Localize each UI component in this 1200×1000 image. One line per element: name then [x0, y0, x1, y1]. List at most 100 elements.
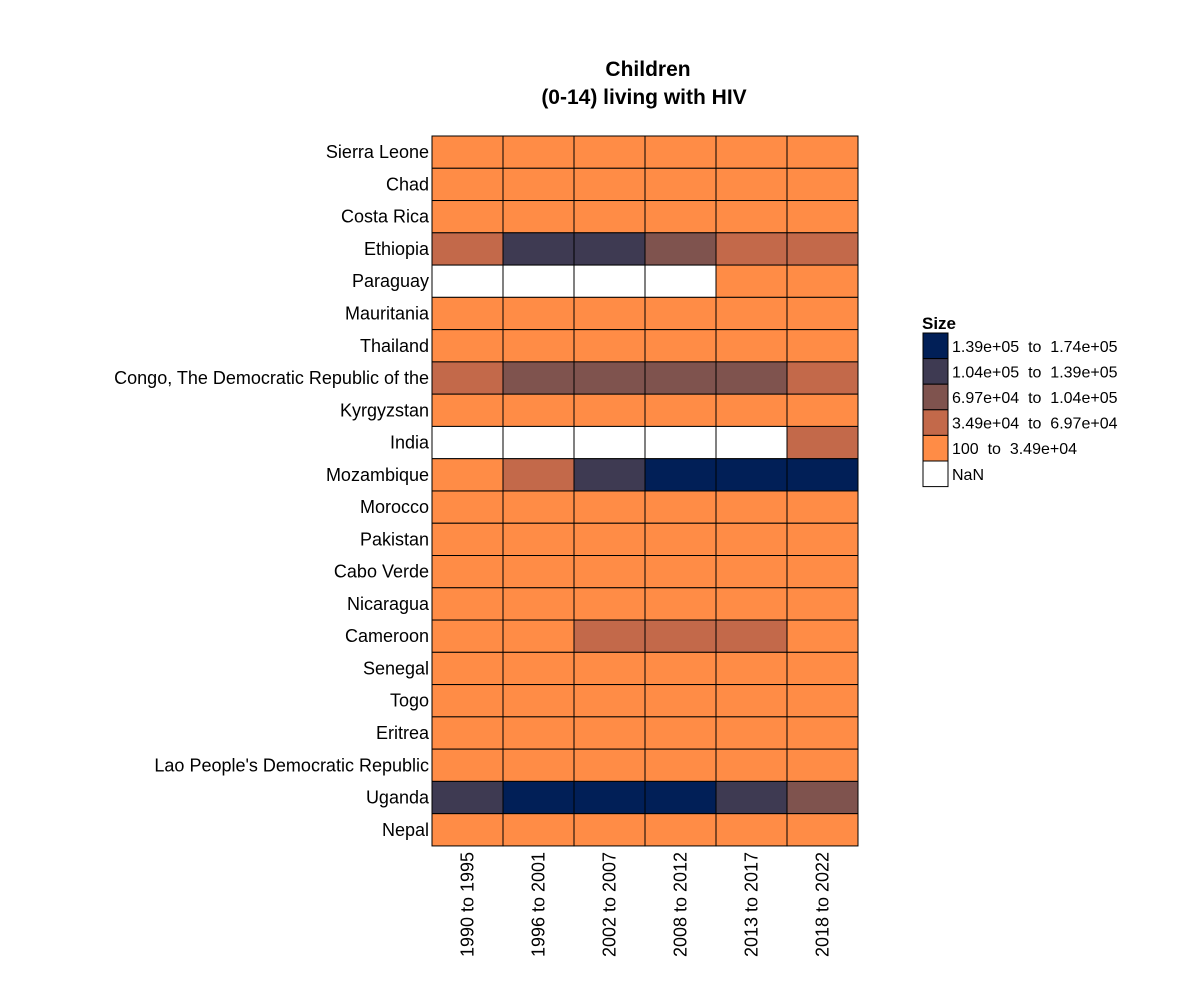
heatmap-cell [573, 716, 646, 750]
heatmap-cell [502, 716, 575, 750]
y-tick-label: Paraguay [352, 271, 429, 291]
heatmap-cell [644, 264, 717, 298]
heatmap-cell [431, 748, 504, 782]
heatmap-cell [502, 329, 575, 363]
heatmap-cell [715, 651, 788, 686]
y-tick-label: Lao People's Democratic Republic [154, 755, 429, 775]
heatmap-cell [715, 361, 788, 395]
y-tick-label: Kyrgyzstan [340, 400, 429, 420]
heatmap-cell [644, 232, 717, 266]
heatmap-cell [573, 522, 646, 557]
y-tick-label: Chad [386, 174, 429, 194]
heatmap-cell [431, 361, 504, 395]
heatmap-cell [786, 200, 859, 234]
y-tick-label: Sierra Leone [326, 142, 429, 162]
heatmap-cell [502, 780, 575, 815]
heatmap-cell [573, 748, 646, 782]
heatmap-cell [644, 425, 717, 460]
heatmap-cell [644, 619, 717, 653]
heatmap-cell [431, 716, 504, 750]
heatmap-cell [715, 813, 788, 847]
heatmap-cell [431, 458, 504, 492]
heatmap-cell [431, 555, 504, 589]
heatmap-cell [573, 780, 646, 815]
y-tick-label: Nepal [382, 820, 429, 840]
heatmap-cell [431, 490, 504, 524]
heatmap-cell [644, 167, 717, 202]
legend-label: 3.49e+04 to 6.97e+04 [952, 416, 1118, 433]
heatmap-cell [786, 393, 859, 427]
heatmap-cell [573, 619, 646, 653]
heatmap-cell [502, 813, 575, 847]
heatmap-cell [573, 458, 646, 492]
heatmap-cell [786, 619, 859, 653]
x-tick-label: 1990 to 1995 [458, 852, 478, 957]
heatmap-cell [573, 813, 646, 847]
heatmap-cell [786, 716, 859, 750]
legend-label: 6.97e+04 to 1.04e+05 [952, 390, 1118, 407]
heatmap-cell [715, 264, 788, 298]
heatmap-cell [502, 684, 575, 718]
x-tick-label: 1996 to 2001 [529, 852, 549, 957]
y-tick-label: Thailand [360, 336, 429, 356]
heatmap-cell [786, 458, 859, 492]
y-tick-label: Pakistan [360, 529, 429, 549]
heatmap-cell [573, 329, 646, 363]
legend-swatch [922, 409, 949, 436]
heatmap-cell [644, 393, 717, 427]
heatmap-cell [502, 296, 575, 331]
heatmap-cell [431, 780, 504, 815]
heatmap-cell [786, 684, 859, 718]
heatmap-cell [644, 587, 717, 621]
legend-swatch [922, 358, 949, 385]
legend-swatch [922, 434, 949, 462]
legend-label: 1.39e+05 to 1.74e+05 [952, 339, 1118, 356]
heatmap-cell [431, 619, 504, 653]
heatmap-cell [644, 490, 717, 524]
heatmap-cell [715, 490, 788, 524]
heatmap-cell [644, 813, 717, 847]
legend-swatch [922, 460, 949, 488]
heatmap-cell [431, 200, 504, 234]
heatmap-cell [786, 264, 859, 298]
heatmap-cell [715, 296, 788, 331]
heatmap-cell [431, 684, 504, 718]
heatmap-cell [786, 425, 859, 460]
heatmap-cell [502, 200, 575, 234]
heatmap-cell [644, 651, 717, 686]
y-tick-label: Costa Rica [341, 207, 430, 227]
y-tick-label: Morocco [360, 497, 429, 517]
heatmap-cell [502, 425, 575, 460]
heatmap-cell [715, 393, 788, 427]
chart-title-line-2: (0-14) living with HIV [541, 86, 746, 109]
heatmap-cell [502, 651, 575, 686]
heatmap-cell [431, 813, 504, 847]
heatmap-cell [786, 135, 859, 169]
heatmap-cell [644, 458, 717, 492]
heatmap-cell [644, 200, 717, 234]
heatmap-cell [644, 748, 717, 782]
y-tick-label: Mauritania [345, 303, 430, 323]
heatmap-cell [502, 458, 575, 492]
heatmap-cell [431, 329, 504, 363]
heatmap-cell [786, 232, 859, 266]
heatmap-cell [715, 232, 788, 266]
heatmap-cell [573, 651, 646, 686]
heatmap-cell [431, 135, 504, 169]
heatmap-cell [715, 684, 788, 718]
heatmap-cell [431, 232, 504, 266]
y-tick-label: Cameroon [345, 626, 429, 646]
heatmap-cell [644, 684, 717, 718]
y-tick-label: Togo [390, 691, 429, 711]
heatmap-cell [502, 619, 575, 653]
heatmap-cell [644, 329, 717, 363]
heatmap-cell [786, 167, 859, 202]
heatmap-cell [715, 780, 788, 815]
heatmap-cell [786, 748, 859, 782]
heatmap-cell [431, 587, 504, 621]
heatmap-cell [502, 490, 575, 524]
heatmap-cell [715, 458, 788, 492]
heatmap-cell [573, 167, 646, 202]
heatmap-cell [715, 555, 788, 589]
heatmap-cell [644, 296, 717, 331]
